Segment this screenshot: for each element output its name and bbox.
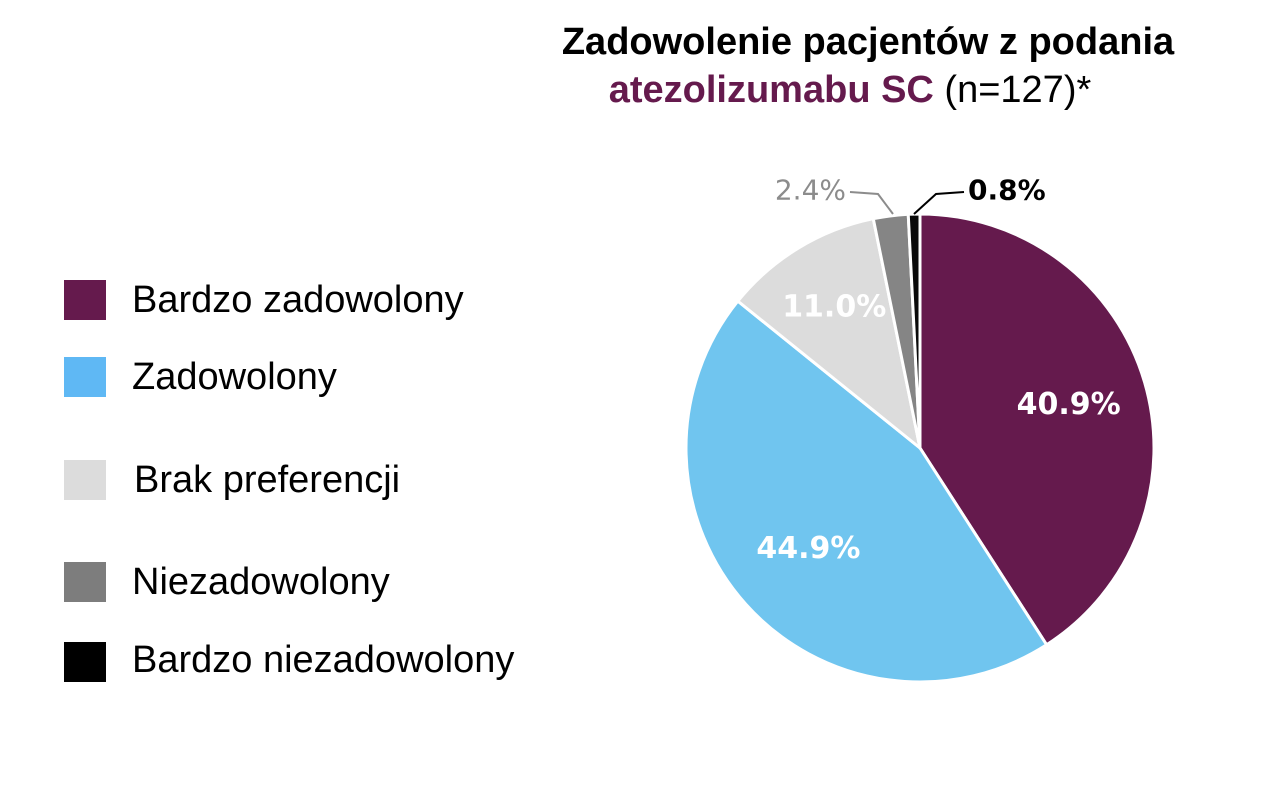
legend-label: Bardzo niezadowolony [132, 639, 515, 681]
legend-label: Zadowolony [132, 356, 337, 398]
chart-title: Zadowolenie pacjentów z podania atezoliz… [470, 18, 1230, 114]
title-accent: atezolizumabu SC [608, 69, 934, 111]
legend-label: Bardzo zadowolony [132, 279, 464, 321]
leader-line-niezadowolony [849, 191, 894, 215]
data-label-bardzo-niezadowolony: 0.8% [968, 174, 1046, 207]
leader-line-bardzo-niezadowolony [913, 191, 965, 215]
legend-swatch [64, 460, 106, 500]
pie-slice-zadowolony [684, 299, 1049, 684]
title-line-1: Zadowolenie pacjentów z podania [561, 21, 1175, 63]
title-sample-size: (n=127)* [933, 69, 1092, 111]
legend-swatch [64, 562, 106, 602]
title-line-2: atezolizumabu SC (n=127)* [470, 66, 1230, 114]
legend-swatch [64, 642, 106, 682]
data-label-niezadowolony: 2.4% [775, 174, 846, 207]
data-label-zadowolony: 44.9% [756, 531, 860, 566]
legend-label: Niezadowolony [132, 561, 390, 603]
data-label-bardzo-zadowolony: 40.9% [1017, 387, 1121, 422]
legend-swatch [64, 357, 106, 397]
data-label-brak-preferencji: 11.0% [782, 290, 886, 325]
legend-label: Brak preferencji [134, 459, 401, 501]
legend-swatch [64, 280, 106, 320]
pie-slice-brak-preferencji [736, 217, 922, 450]
